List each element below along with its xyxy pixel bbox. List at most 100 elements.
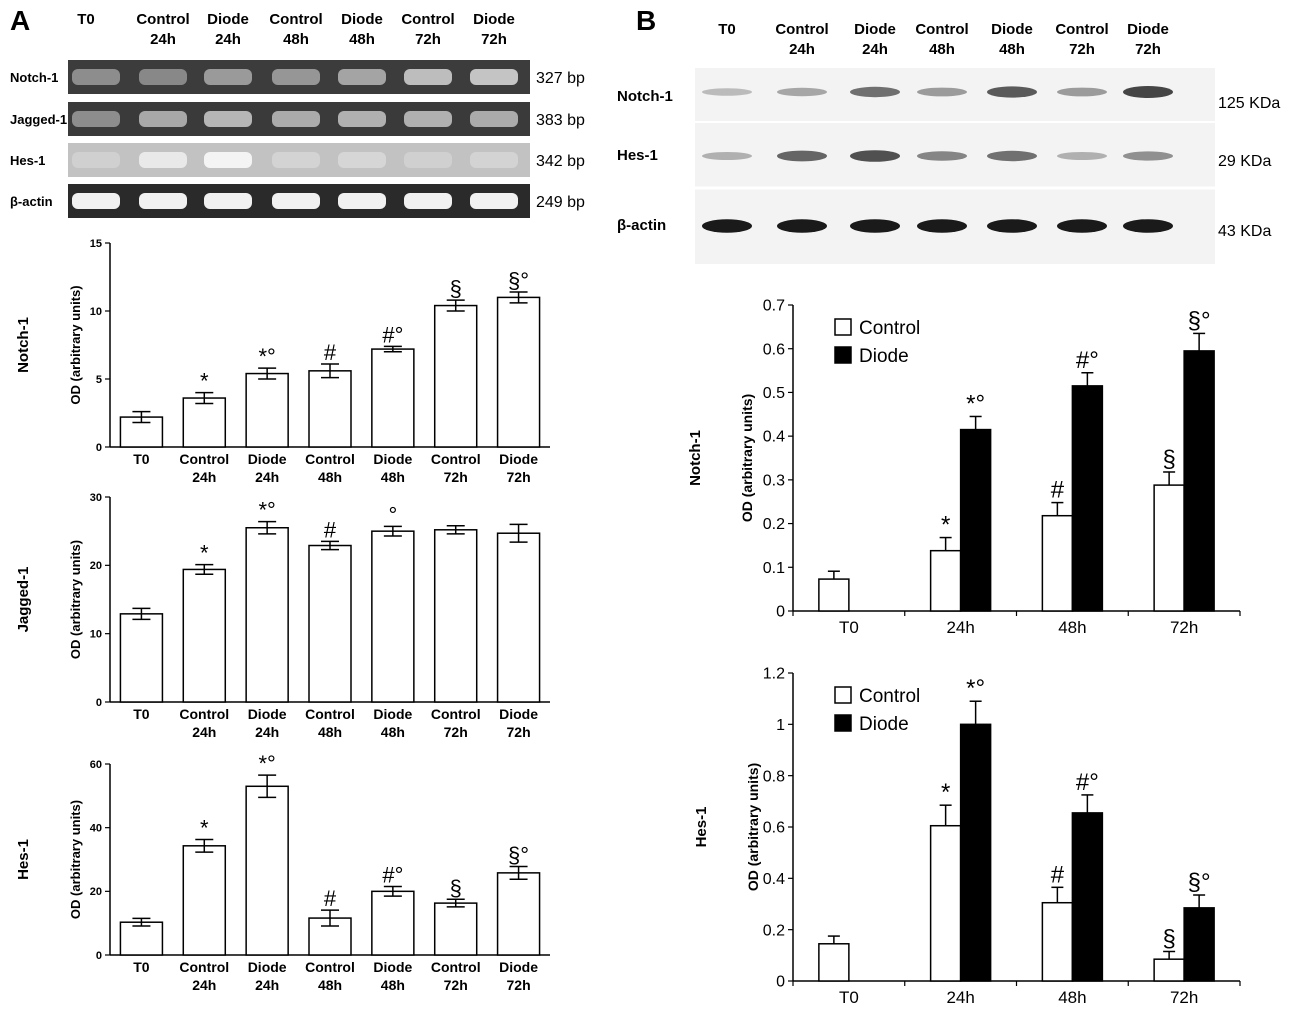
blot-lane-header-line2: 72h [1135,41,1161,58]
chart-significance-mark: * [941,512,950,539]
chart-x-tick-label: Diode [248,451,287,467]
chart-significance-mark: # [1051,861,1065,888]
chart-bar [959,428,992,612]
chart-bar [371,530,415,703]
gel-band [272,193,320,209]
chart-y-axis-label: OD (arbitrary units) [68,540,83,659]
chart-x-tick-label: Control [305,706,355,722]
chart-x-tick-label: Diode [499,706,538,722]
chart-bar [1041,514,1074,612]
gel-row-label: Jagged-1 [10,112,67,127]
blot-band [702,88,752,96]
gel-row-label: β-actin [10,194,53,209]
chart-y-tick-label: 0 [776,604,785,621]
gel-band [338,111,386,127]
blot-band [702,219,752,233]
chart-x-tick-label: T0 [839,988,859,1007]
chart-y-tick-label: 1.2 [763,666,785,683]
gel-band [404,69,452,85]
gel-band [338,152,386,168]
gel-band [470,193,518,209]
chart-y-tick-label: 20 [90,560,102,572]
chart-x-tick-label: T0 [133,959,150,975]
chart-row-label: Notch-1 [687,430,704,486]
chart-x-tick-label: 48h [1058,618,1086,637]
chart-x-tick-label: Diode [248,706,287,722]
chart-legend-swatch [834,318,852,336]
chart-significance-mark: * [200,541,209,566]
chart-y-tick-label: 20 [90,886,102,898]
gel-lane-header-line2: 72h [481,31,507,48]
rt-pcr-gel-panel: T0 Control 24h Diode 24h Control 48h Diode 48h Co… [10,11,585,218]
gel-band [272,152,320,168]
gel-row-label: Notch-1 [10,70,58,85]
blot-band [1057,87,1107,97]
chart-x-tick-label: 72h [444,977,468,993]
chart-y-tick-label: 40 [90,823,102,835]
chart-A-notch: Notch-1 OD (arbitrary units) 0 5 10 15 T0 Contr… [15,238,550,485]
chart-y-tick-label: 0.5 [763,385,785,402]
gel-row-label: Hes-1 [10,153,45,168]
chart-x-tick-label: 48h [318,724,342,740]
blot-lane-header-line1: Control [775,21,828,38]
chart-x-tick-label: 24h [192,469,216,485]
blot-band [917,151,967,161]
chart-legend-label: Diode [859,346,909,367]
gel-size-label: 383 bp [536,112,585,129]
chart-x-tick-label: Control [179,451,229,467]
blot-lane-header-line1: Diode [854,21,896,38]
chart-bar [496,296,541,448]
chart-x-tick-label: 24h [946,988,974,1007]
chart-y-tick-label: 0.6 [763,820,785,837]
chart-legend-label: Control [859,318,920,339]
chart-x-tick-label: 48h [381,469,405,485]
blot-row-label: β-actin [617,217,666,234]
chart-x-tick-label: 24h [192,724,216,740]
chart-bar [433,529,478,703]
chart-x-tick-label: Control [179,959,229,975]
chart-significance-mark: #° [382,863,403,888]
gel-lane-header-line2: 72h [415,31,441,48]
chart-bar [433,902,478,956]
blot-band [702,152,752,160]
chart-significance-mark: # [324,340,337,365]
chart-significance-mark: §° [1188,307,1211,334]
chart-bar [119,921,164,956]
chart-significance-mark: §° [508,268,529,293]
blot-band [850,219,900,233]
blot-band [917,219,967,233]
chart-y-axis-label: OD (arbitrary units) [68,285,83,404]
chart-x-tick-label: 24h [255,469,279,485]
chart-bar [119,613,164,703]
gel-lane-header-line2: 24h [150,31,176,48]
chart-significance-mark: *° [966,390,985,417]
gel-band [204,193,252,209]
chart-legend-swatch [834,346,852,364]
blot-lane-header-line1: Control [1055,21,1108,38]
chart-x-tick-label: Control [305,959,355,975]
gel-lane-header-line1: Control [269,11,322,28]
gel-band [470,152,518,168]
chart-y-tick-label: 0 [96,697,102,709]
chart-y-tick-label: 0 [776,974,785,991]
blot-lane-header-line2: 72h [1069,41,1095,58]
chart-x-tick-label: 48h [1058,988,1086,1007]
chart-y-tick-label: 5 [96,374,102,386]
chart-significance-mark: #° [382,322,403,347]
chart-y-tick-label: 0 [96,442,102,454]
gel-lane-header-line1: Diode [473,11,515,28]
chart-bar [245,372,289,448]
gel-size-label: 249 bp [536,194,585,211]
chart-x-tick-label: Control [431,451,481,467]
chart-significance-mark: # [324,517,337,542]
gel-band [404,111,452,127]
chart-y-tick-label: 0.8 [763,768,785,785]
chart-A-hes: Hes-1 OD (arbitrary units) 0 20 40 60 T0 Contro… [15,751,550,993]
western-blot-panel: T0 Control 24h Diode 24h Control 48h Diode 48h Co… [617,21,1280,264]
chart-y-axis-label: OD (arbitrary units) [745,763,761,891]
chart-y-tick-label: 0.2 [763,516,785,533]
chart-bar [1183,350,1215,612]
blot-band [1123,219,1173,233]
